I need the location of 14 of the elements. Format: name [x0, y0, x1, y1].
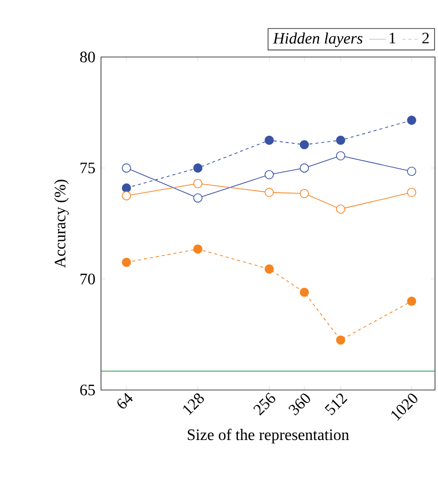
x-tick-label: 128: [183, 393, 204, 416]
legend-label: 2: [422, 32, 429, 44]
y-tick-label: 65: [80, 384, 95, 396]
legend-title: Hidden layers: [272, 32, 362, 47]
y-tick-label: 70: [80, 274, 95, 284]
x-tick-label: 64: [117, 392, 133, 408]
x-tick-label: 360: [288, 394, 310, 416]
y-tick-label: 75: [80, 162, 95, 174]
x-tick-label: 512: [324, 394, 348, 416]
y-tick-label: 80: [80, 52, 95, 62]
x-tick-label: 256: [253, 392, 276, 416]
x-axis-title: Size of the representation: [188, 428, 349, 444]
legend-label: 1: [390, 32, 396, 44]
y-axis-title: Accuracy (%): [54, 180, 69, 268]
